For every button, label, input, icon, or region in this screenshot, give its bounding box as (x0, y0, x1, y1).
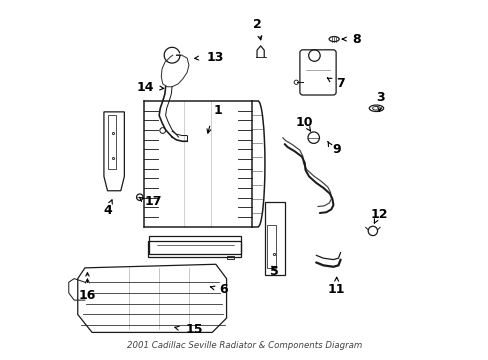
Text: 16: 16 (79, 289, 96, 302)
Text: 11: 11 (327, 283, 345, 296)
Bar (265, 202, 285, 275)
Text: 14: 14 (136, 81, 154, 94)
Text: 9: 9 (332, 143, 340, 156)
Text: 2001 Cadillac Seville Radiator & Components Diagram: 2001 Cadillac Seville Radiator & Compone… (126, 341, 362, 350)
Text: 8: 8 (351, 32, 360, 46)
Bar (226, 256, 233, 259)
Text: 5: 5 (269, 265, 278, 278)
Bar (267, 225, 276, 268)
Text: 2: 2 (252, 18, 261, 31)
Text: 12: 12 (369, 208, 387, 221)
Text: 1: 1 (214, 104, 223, 117)
Text: 10: 10 (295, 116, 313, 129)
Text: 15: 15 (185, 323, 203, 336)
Text: 13: 13 (206, 51, 224, 64)
Text: 17: 17 (144, 195, 162, 208)
Text: 6: 6 (219, 283, 227, 296)
Bar (149, 235, 241, 253)
Bar (148, 241, 241, 257)
Bar (107, 116, 116, 169)
Text: 3: 3 (376, 91, 384, 104)
Text: 7: 7 (335, 77, 344, 90)
Text: 4: 4 (103, 204, 112, 217)
